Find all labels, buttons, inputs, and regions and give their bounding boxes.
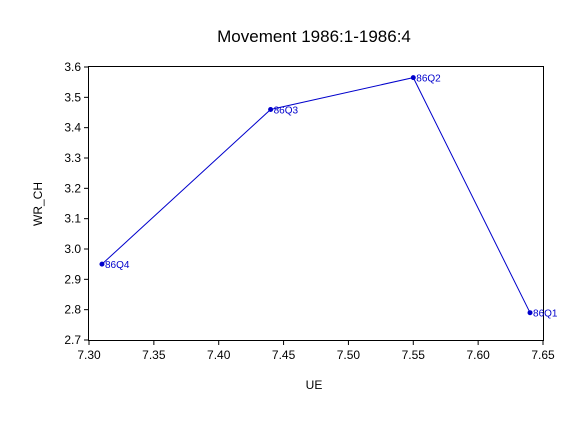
data-point <box>410 75 416 81</box>
plot-frame <box>88 66 544 341</box>
y-tick-label: 3.2 <box>64 181 81 195</box>
chart-title: Movement 1986:1-1986:4 <box>217 27 411 46</box>
data-point-label: 86Q4 <box>105 260 130 271</box>
y-tick-label: 3.0 <box>64 242 81 256</box>
y-tick-label: 2.8 <box>64 303 81 317</box>
y-tick-label: 2.9 <box>64 272 81 286</box>
series-line <box>101 77 531 313</box>
x-tick-label: 7.50 <box>337 348 361 362</box>
x-tick-label: 7.30 <box>77 348 101 362</box>
y-tick-label: 3.5 <box>64 90 81 104</box>
y-tick-label: 3.3 <box>64 151 81 165</box>
x-axis-label: UE <box>306 378 323 392</box>
data-point <box>527 310 533 316</box>
data-point <box>99 261 105 267</box>
points-group: 86Q1 86Q2 86Q3 86Q4 <box>99 74 558 320</box>
data-point-label: 86Q3 <box>274 105 299 116</box>
x-axis: 7.30 7.35 7.40 7.45 7.50 7.55 7.60 7.65 <box>77 340 555 362</box>
y-tick-label: 3.4 <box>64 121 81 135</box>
y-tick-label: 2.7 <box>64 333 81 347</box>
y-tick-label: 3.6 <box>64 60 81 74</box>
series-line-group <box>101 77 531 313</box>
x-tick-label: 7.40 <box>207 348 231 362</box>
data-point-label: 86Q2 <box>416 74 441 85</box>
x-tick-label: 7.60 <box>466 348 490 362</box>
data-point-label: 86Q1 <box>533 309 558 320</box>
data-point <box>268 106 274 112</box>
y-axis-label: WR_CH <box>31 182 45 226</box>
x-tick-label: 7.45 <box>272 348 296 362</box>
x-tick-label: 7.65 <box>531 348 555 362</box>
x-tick-label: 7.55 <box>402 348 426 362</box>
y-axis: 2.7 2.8 2.9 3.0 3.1 3.2 3.3 3.4 3.5 3.6 <box>64 60 89 347</box>
y-tick-label: 3.1 <box>64 212 81 226</box>
x-tick-label: 7.35 <box>142 348 166 362</box>
